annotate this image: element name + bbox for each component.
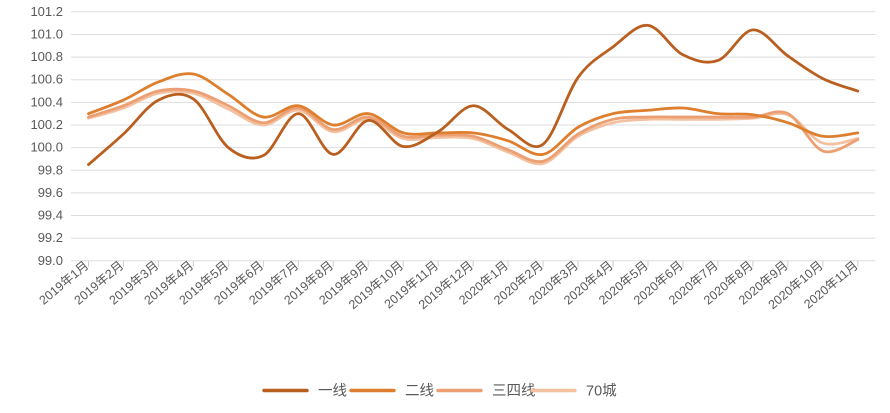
- svg-text:100.0: 100.0: [30, 140, 63, 155]
- svg-text:99.0: 99.0: [38, 253, 63, 268]
- svg-text:100.4: 100.4: [30, 94, 63, 109]
- svg-text:99.2: 99.2: [38, 230, 63, 245]
- svg-text:101.0: 101.0: [30, 26, 63, 41]
- svg-text:70城: 70城: [586, 383, 617, 400]
- svg-text:二线: 二线: [405, 383, 434, 400]
- svg-text:99.6: 99.6: [38, 185, 63, 200]
- svg-text:99.8: 99.8: [38, 162, 63, 177]
- svg-text:100.6: 100.6: [30, 72, 63, 87]
- svg-text:三四线: 三四线: [492, 383, 536, 400]
- svg-text:101.2: 101.2: [30, 4, 63, 19]
- svg-text:100.2: 100.2: [30, 117, 63, 132]
- svg-text:一线: 一线: [318, 383, 347, 400]
- svg-text:99.4: 99.4: [38, 208, 63, 223]
- svg-text:100.8: 100.8: [30, 49, 63, 64]
